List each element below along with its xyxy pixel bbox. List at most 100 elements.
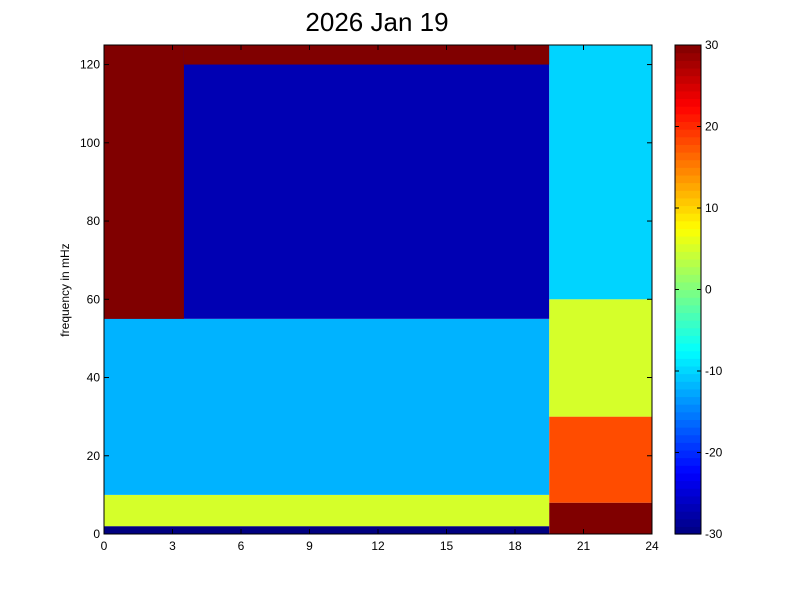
heatmap-region-4 bbox=[104, 45, 184, 319]
y-tick-label: 60 bbox=[87, 292, 101, 306]
colorbar-segment bbox=[675, 113, 701, 123]
colorbar-segment bbox=[675, 358, 701, 367]
colorbar-segment bbox=[675, 304, 701, 314]
colorbar-segment bbox=[675, 350, 701, 359]
colorbar bbox=[675, 45, 701, 535]
colorbar-segment bbox=[675, 495, 701, 505]
y-tick-label: 100 bbox=[80, 136, 100, 150]
colorbar-segment bbox=[675, 243, 701, 252]
colorbar-tick-label: -30 bbox=[705, 527, 723, 541]
colorbar-segment bbox=[675, 281, 701, 291]
x-tick-label: 15 bbox=[440, 539, 454, 553]
colorbar-tick-label: 10 bbox=[705, 201, 719, 215]
colorbar-segment bbox=[675, 67, 701, 77]
colorbar-segment bbox=[675, 289, 701, 298]
x-tick-label: 18 bbox=[508, 539, 522, 553]
colorbar-segment bbox=[675, 129, 701, 138]
colorbar-segment bbox=[675, 274, 701, 283]
heatmap-region-7 bbox=[549, 416, 652, 503]
colorbar-segment bbox=[675, 90, 701, 100]
colorbar-segment bbox=[675, 98, 701, 107]
colorbar-segment bbox=[675, 182, 701, 191]
colorbar-segment bbox=[675, 258, 701, 268]
colorbar-segment bbox=[675, 312, 701, 321]
x-tick-label: 0 bbox=[101, 539, 108, 553]
colorbar-segment bbox=[675, 174, 701, 184]
colorbar-segment bbox=[675, 365, 701, 375]
colorbar-segment bbox=[675, 411, 701, 420]
colorbar-segment bbox=[675, 197, 701, 207]
colorbar-segment bbox=[675, 335, 701, 344]
colorbar-segment bbox=[675, 159, 701, 168]
colorbar-segment bbox=[675, 83, 701, 92]
colorbar-segment bbox=[675, 144, 701, 153]
colorbar-segment bbox=[675, 297, 701, 306]
colorbar-segment bbox=[675, 60, 701, 69]
colorbar-segment bbox=[675, 205, 701, 214]
y-tick-label: 120 bbox=[80, 58, 100, 72]
colorbar-segment bbox=[675, 503, 701, 512]
colorbar-segment bbox=[675, 472, 701, 482]
y-tick-label: 20 bbox=[87, 449, 101, 463]
colorbar-segment bbox=[675, 136, 701, 145]
colorbar-segment bbox=[675, 266, 701, 275]
x-tick-label: 9 bbox=[306, 539, 313, 553]
colorbar-segment bbox=[675, 457, 701, 466]
colorbar-tick-label: 30 bbox=[705, 38, 719, 52]
heatmap-region-8 bbox=[549, 299, 652, 417]
colorbar-segment bbox=[675, 488, 701, 497]
x-tick-label: 21 bbox=[577, 539, 591, 553]
x-tick-label: 6 bbox=[238, 539, 245, 553]
colorbar-segment bbox=[675, 465, 701, 474]
colorbar-segment bbox=[675, 388, 701, 398]
colorbar-segment bbox=[675, 342, 701, 352]
colorbar-segment bbox=[675, 449, 701, 459]
colorbar-segment bbox=[675, 404, 701, 413]
colorbar-segment bbox=[675, 151, 701, 161]
heatmap-region-9 bbox=[549, 45, 652, 300]
colorbar-segment bbox=[675, 434, 701, 443]
colorbar-segment bbox=[675, 381, 701, 390]
x-tick-label: 3 bbox=[169, 539, 176, 553]
colorbar-segment bbox=[675, 518, 701, 527]
colorbar-tick-label: -20 bbox=[705, 446, 723, 460]
colorbar-segment bbox=[675, 190, 701, 199]
colorbar-segment bbox=[675, 52, 701, 61]
colorbar-segment bbox=[675, 236, 701, 245]
colorbar-tick-label: 0 bbox=[705, 283, 712, 297]
x-axis: 0 3 6 9 12 15 18 21 24 bbox=[101, 45, 659, 553]
x-tick-label: 12 bbox=[371, 539, 385, 553]
colorbar-tick-label: -10 bbox=[705, 364, 723, 378]
colorbar-axis: -30 -20 -10 0 10 20 30 bbox=[675, 38, 723, 541]
colorbar-segment bbox=[675, 480, 701, 489]
y-tick-label: 40 bbox=[87, 371, 101, 385]
heatmap-region-6 bbox=[549, 502, 652, 534]
colorbar-segment bbox=[675, 121, 701, 130]
chart-title: 2026 Jan 19 bbox=[305, 7, 448, 37]
y-tick-label: 0 bbox=[93, 527, 100, 541]
heatmap-region-5 bbox=[183, 45, 550, 65]
x-tick-label: 24 bbox=[645, 539, 659, 553]
heatmap bbox=[104, 45, 652, 534]
colorbar-segment bbox=[675, 320, 701, 329]
colorbar-segment bbox=[675, 251, 701, 260]
colorbar-segment bbox=[675, 75, 701, 84]
y-axis: 0 20 40 60 80 100 120 bbox=[80, 58, 652, 541]
colorbar-tick-label: 20 bbox=[705, 120, 719, 134]
colorbar-segment bbox=[675, 220, 701, 229]
colorbar-segment bbox=[675, 396, 701, 405]
colorbar-segment bbox=[675, 373, 701, 382]
colorbar-segment bbox=[675, 45, 701, 54]
y-axis-label: frequency in mHz bbox=[58, 243, 72, 336]
colorbar-segment bbox=[675, 106, 701, 115]
colorbar-segment bbox=[675, 427, 701, 436]
heatmap-region-0 bbox=[104, 526, 550, 534]
heatmap-region-2 bbox=[104, 318, 550, 495]
y-tick-label: 80 bbox=[87, 214, 101, 228]
colorbar-segment bbox=[675, 167, 701, 176]
colorbar-segment bbox=[675, 228, 701, 237]
colorbar-segment bbox=[675, 327, 701, 336]
colorbar-segment bbox=[675, 526, 701, 535]
colorbar-segment bbox=[675, 213, 701, 222]
